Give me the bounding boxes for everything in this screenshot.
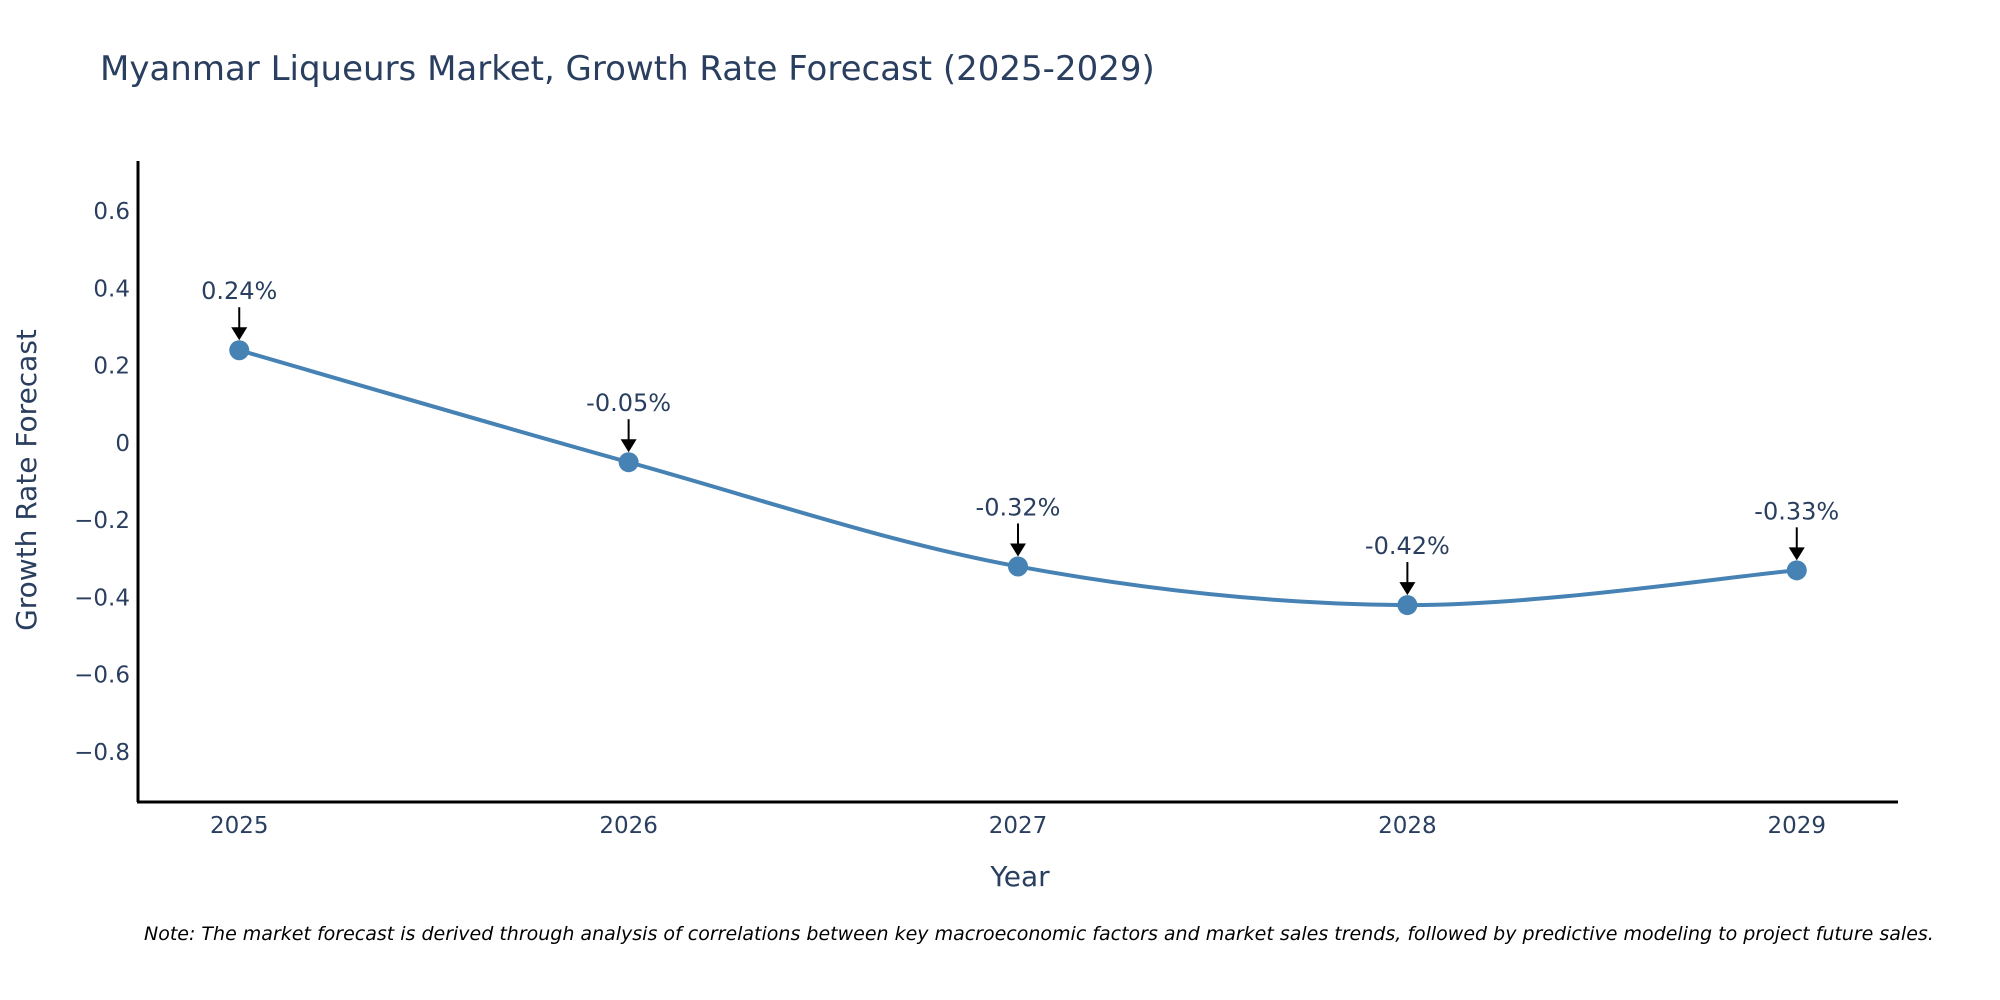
annotation-arrow-head [1010, 543, 1026, 557]
data-label: -0.33% [1754, 497, 1839, 525]
y-tick-label: 0 [115, 431, 130, 457]
y-tick-label: 0.6 [93, 199, 130, 225]
x-tick-label: 2026 [599, 813, 658, 839]
x-tick-label: 2025 [210, 813, 269, 839]
chart-title: Myanmar Liqueurs Market, Growth Rate For… [100, 49, 1155, 89]
y-tick-label: −0.8 [74, 740, 130, 766]
plot-area: 0.24% -0.05% -0.32% -0.42% -0.33% [201, 277, 1839, 616]
x-axis-title: Year [989, 860, 1050, 893]
y-axis-title: Growth Rate Forecast [10, 329, 43, 631]
data-label: 0.24% [201, 277, 277, 305]
data-point [1008, 556, 1028, 577]
footnote: Note: The market forecast is derived thr… [144, 923, 1934, 945]
data-point [229, 340, 250, 361]
x-tick-label: 2027 [989, 813, 1048, 839]
data-point [1397, 595, 1418, 616]
x-tick-label: 2028 [1378, 813, 1437, 839]
data-point [1786, 560, 1807, 581]
data-point [618, 452, 639, 473]
y-tick-label: −0.4 [74, 585, 130, 611]
y-tick-label: 0.2 [93, 354, 130, 380]
x-axis-ticks: 2025 2026 2027 2028 2029 [210, 813, 1826, 839]
annotation-arrow-head [620, 439, 637, 453]
data-label: -0.32% [976, 493, 1061, 521]
annotation-arrow-head [1399, 582, 1416, 596]
y-tick-label: −0.2 [74, 508, 130, 534]
y-tick-label: 0.4 [93, 276, 130, 302]
y-axis-ticks: 0.6 0.4 0.2 0 −0.2 −0.4 −0.6 −0.8 [74, 199, 130, 766]
data-label: -0.42% [1365, 532, 1450, 560]
annotation-arrow-head [1788, 547, 1805, 561]
x-tick-label: 2029 [1767, 813, 1826, 839]
y-tick-label: −0.6 [74, 663, 130, 689]
data-label: -0.05% [586, 389, 671, 417]
annotation-arrow-head [231, 327, 248, 341]
